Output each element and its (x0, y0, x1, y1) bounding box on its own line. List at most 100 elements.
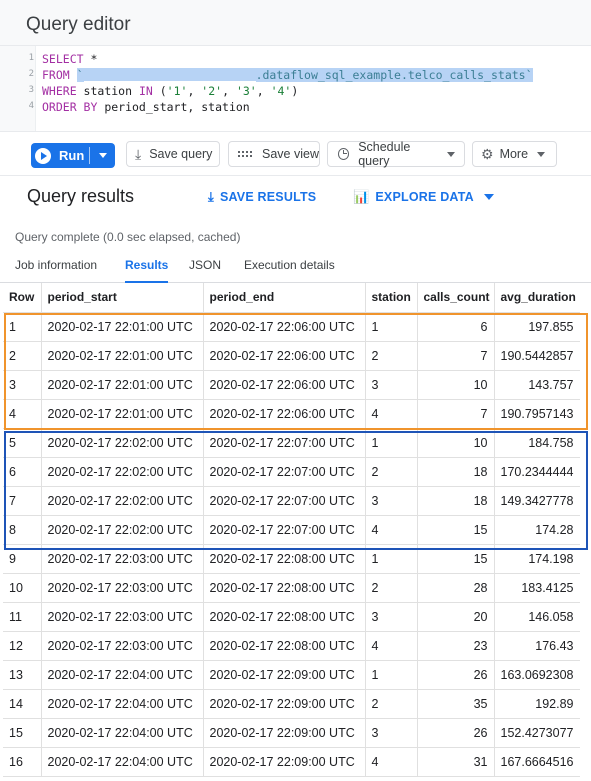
period-end-cell: 2020-02-17 22:06:00 UTC (203, 341, 366, 371)
calls-count-cell: 26 (417, 718, 495, 748)
run-button[interactable]: Run (31, 143, 115, 168)
row-number-cell: 7 (3, 486, 42, 516)
calls-count-cell: 28 (417, 573, 495, 603)
code-line: ORDER BY period_start, station (42, 100, 250, 114)
calls-count-cell: 10 (417, 370, 495, 400)
avg-duration-cell: 152.4273077 (494, 718, 580, 748)
station-cell: 2 (365, 689, 418, 719)
period-start-cell: 2020-02-17 22:03:00 UTC (41, 631, 204, 661)
table-row: 15 2020-02-17 22:04:00 UTC 2020-02-17 22:0… (3, 718, 580, 748)
row-number-cell: 9 (3, 544, 42, 574)
save-results-label: SAVE RESULTS (219, 190, 317, 204)
station-cell: 3 (365, 602, 418, 632)
station-cell: 1 (365, 428, 418, 458)
period-start-cell: 2020-02-17 22:02:00 UTC (41, 428, 204, 458)
more-button[interactable]: ⚙ More (472, 141, 557, 167)
table-row: 12 2020-02-17 22:03:00 UTC 2020-02-17 22:0… (3, 631, 580, 661)
redacted-project-id (83, 68, 256, 81)
explore-data-button[interactable]: 📊 EXPLORE DATA (353, 189, 494, 205)
row-number-cell: 5 (3, 428, 42, 458)
code-line: WHERE station IN ('1', '2', '3', '4') (42, 84, 299, 98)
play-icon (35, 147, 51, 164)
period-end-cell: 2020-02-17 22:06:00 UTC (203, 370, 366, 400)
calls-count-cell: 18 (417, 486, 495, 516)
download-icon: ⤓ (208, 189, 214, 204)
period-end-cell: 2020-02-17 22:09:00 UTC (203, 747, 366, 777)
grid-icon (238, 151, 252, 157)
schedule-query-label: Schedule query (358, 140, 411, 168)
tab-results[interactable]: Results (125, 258, 169, 283)
avg-duration-cell: 143.757 (494, 370, 580, 400)
table-body: 1 2020-02-17 22:01:00 UTC 2020-02-17 22:06… (3, 312, 580, 777)
period-start-cell: 2020-02-17 22:03:00 UTC (41, 573, 204, 603)
download-icon: ⤓ (135, 145, 142, 162)
row-number-cell: 13 (3, 660, 42, 690)
row-number-cell: 14 (3, 689, 42, 719)
tab-execution-details[interactable]: Execution details (244, 258, 335, 272)
query-toolbar: Run ⤓ Save query Save view Schedule quer… (0, 132, 591, 176)
period-end-cell: 2020-02-17 22:09:00 UTC (203, 660, 366, 690)
results-header: Query results ⤓ SAVE RESULTS 📊 EXPLORE D… (0, 176, 591, 218)
sql-editor[interactable]: 1 2 3 4 SELECT * FROM ` .dataflow_sql_exa… (0, 46, 591, 132)
period-end-cell: 2020-02-17 22:08:00 UTC (203, 544, 366, 574)
run-main[interactable]: Run (31, 143, 89, 168)
period-start-cell: 2020-02-17 22:03:00 UTC (41, 544, 204, 574)
chevron-down-icon (98, 153, 107, 158)
chevron-down-icon (537, 151, 546, 157)
save-view-button[interactable]: Save view (228, 141, 320, 167)
avg-duration-cell: 149.3427778 (494, 486, 580, 516)
calls-count-cell: 35 (417, 689, 495, 719)
table-row: 10 2020-02-17 22:03:00 UTC 2020-02-17 22:0… (3, 573, 580, 603)
tab-job-information[interactable]: Job information (15, 258, 98, 272)
chevron-down-icon (447, 151, 455, 157)
period-start-cell: 2020-02-17 22:02:00 UTC (41, 515, 204, 545)
chevron-down-icon (483, 194, 494, 200)
calls-count-cell: 26 (417, 660, 495, 690)
gear-icon: ⚙ (481, 145, 494, 162)
chart-icon: 📊 (353, 189, 370, 204)
column-header-period-end: period_end (203, 283, 366, 313)
table-row: 9 2020-02-17 22:03:00 UTC 2020-02-17 22:08… (3, 544, 580, 574)
row-number-cell: 1 (3, 312, 42, 342)
divider (89, 147, 90, 164)
schedule-query-button[interactable]: Schedule query (327, 140, 465, 168)
period-start-cell: 2020-02-17 22:04:00 UTC (41, 747, 204, 777)
row-number-cell: 11 (3, 602, 42, 632)
station-cell: 4 (365, 399, 418, 429)
calls-count-cell: 23 (417, 631, 495, 661)
avg-duration-cell: 163.0692308 (494, 660, 580, 690)
table-row: 14 2020-02-17 22:04:00 UTC 2020-02-17 22:0… (3, 689, 580, 719)
tab-json[interactable]: JSON (189, 258, 222, 272)
table-row: 3 2020-02-17 22:01:00 UTC 2020-02-17 22:06… (3, 370, 580, 400)
station-cell: 1 (365, 312, 418, 342)
run-options-dropdown[interactable] (90, 143, 115, 168)
station-cell: 2 (365, 341, 418, 371)
save-results-button[interactable]: ⤓ SAVE RESULTS (208, 189, 316, 205)
line-number-gutter: 1 2 3 4 (0, 46, 36, 131)
line-number: 4 (28, 101, 34, 111)
station-cell: 4 (365, 747, 418, 777)
table-row: 1 2020-02-17 22:01:00 UTC 2020-02-17 22:06… (3, 312, 580, 342)
table-row: 5 2020-02-17 22:02:00 UTC 2020-02-17 22:07… (3, 428, 580, 458)
editor-header: Query editor (0, 0, 591, 46)
period-end-cell: 2020-02-17 22:07:00 UTC (203, 428, 366, 458)
avg-duration-cell: 167.6664516 (494, 747, 580, 777)
period-start-cell: 2020-02-17 22:04:00 UTC (41, 660, 204, 690)
editor-title: Query editor (26, 14, 131, 35)
station-cell: 3 (365, 486, 418, 516)
calls-count-cell: 31 (417, 747, 495, 777)
avg-duration-cell: 146.058 (494, 602, 580, 632)
table-row: 4 2020-02-17 22:01:00 UTC 2020-02-17 22:06… (3, 399, 580, 429)
calls-count-cell: 6 (417, 312, 495, 342)
period-end-cell: 2020-02-17 22:06:00 UTC (203, 312, 366, 342)
table-row: 2 2020-02-17 22:01:00 UTC 2020-02-17 22:06… (3, 341, 580, 371)
calls-count-cell: 20 (417, 602, 495, 632)
avg-duration-cell: 190.7957143 (494, 399, 580, 429)
table-row: 8 2020-02-17 22:02:00 UTC 2020-02-17 22:07… (3, 515, 580, 545)
query-status: Query complete (0.0 sec elapsed, cached) (15, 230, 241, 244)
save-query-button[interactable]: ⤓ Save query (126, 141, 220, 167)
period-start-cell: 2020-02-17 22:02:00 UTC (41, 457, 204, 487)
row-number-cell: 8 (3, 515, 42, 545)
avg-duration-cell: 174.28 (494, 515, 580, 545)
avg-duration-cell: 174.198 (494, 544, 580, 574)
